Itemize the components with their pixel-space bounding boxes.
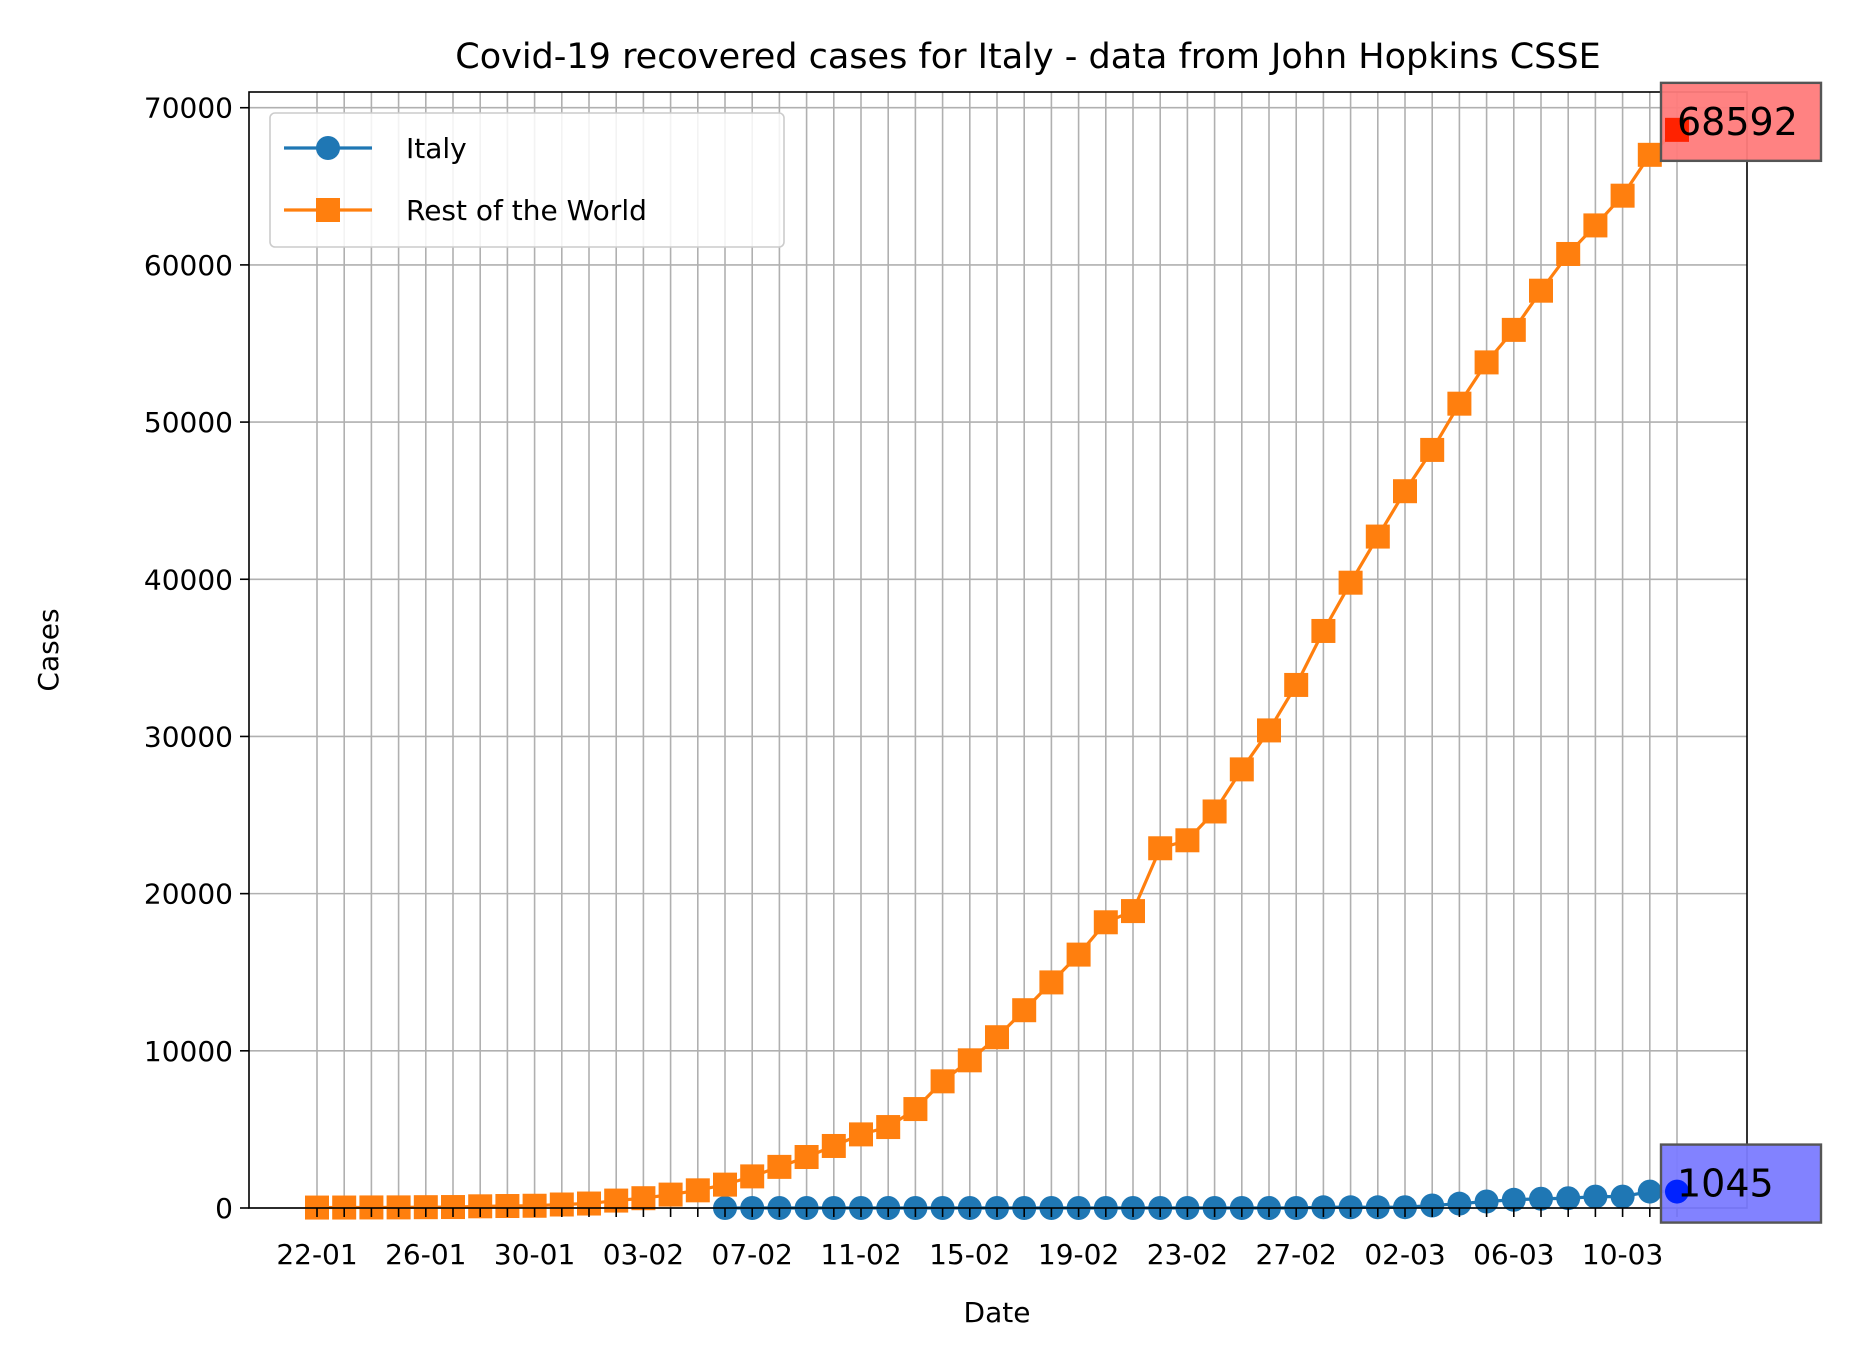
x-tick-label: 10-03 — [1582, 1238, 1663, 1271]
annotation-box — [1659, 1143, 1823, 1224]
data-point-rest-of-the-world — [1257, 718, 1281, 743]
data-point-rest-of-the-world — [713, 1172, 737, 1197]
y-tick-label: 30000 — [144, 720, 233, 753]
y-tick-label: 70000 — [144, 92, 233, 125]
data-point-italy — [1501, 1187, 1526, 1212]
data-point-rest-of-the-world — [1529, 278, 1553, 303]
data-point-rest-of-the-world — [1447, 391, 1472, 416]
data-point-rest-of-the-world — [1610, 183, 1635, 208]
data-point-rest-of-the-world — [1039, 970, 1064, 995]
data-point-italy — [1556, 1186, 1581, 1211]
data-point-rest-of-the-world — [1229, 757, 1254, 782]
legend-marker-rest-of-the-world — [316, 198, 340, 222]
data-point-rest-of-the-world — [1284, 672, 1309, 697]
data-point-rest-of-the-world — [631, 1186, 656, 1211]
x-tick-label: 02-03 — [1364, 1238, 1445, 1271]
y-tick-label: 50000 — [144, 406, 233, 439]
data-point-rest-of-the-world — [1202, 799, 1227, 824]
chart-title: Covid-19 recovered cases for Italy - dat… — [455, 37, 1600, 77]
legend: Italy Rest of the World — [269, 112, 785, 248]
annotation-point — [1665, 117, 1689, 142]
x-tick-label: 06-03 — [1473, 1238, 1554, 1271]
annotation-label: 1045 — [1677, 1162, 1774, 1206]
x-tick-label: 15-02 — [929, 1238, 1010, 1271]
x-tick-label: 27-02 — [1256, 1238, 1337, 1271]
data-point-rest-of-the-world — [903, 1097, 928, 1122]
data-point-rest-of-the-world — [985, 1025, 1009, 1050]
data-point-rest-of-the-world — [930, 1069, 955, 1094]
data-point-rest-of-the-world — [1121, 899, 1145, 924]
data-point-italy — [1637, 1179, 1662, 1204]
x-tick-label: 23-02 — [1147, 1238, 1228, 1271]
data-point-rest-of-the-world — [1583, 213, 1608, 238]
data-point-rest-of-the-world — [1393, 479, 1417, 504]
x-tick-label: 07-02 — [712, 1238, 793, 1271]
data-point-rest-of-the-world — [1637, 142, 1662, 167]
data-point-italy — [1420, 1193, 1445, 1218]
data-point-rest-of-the-world — [1311, 618, 1336, 643]
data-point-rest-of-the-world — [794, 1145, 819, 1170]
data-point-rest-of-the-world — [1338, 570, 1363, 595]
data-point-rest-of-the-world — [1093, 910, 1118, 935]
y-tick-label: 0 — [215, 1192, 233, 1225]
data-point-rest-of-the-world — [849, 1122, 873, 1147]
y-tick-label: 20000 — [144, 878, 233, 911]
axis-ticks: 22-01 26-01 30-01 03-02 07-02 11-02 15-02 19-02… — [144, 92, 1678, 1271]
data-point-rest-of-the-world — [1175, 828, 1200, 853]
x-tick-label: 22-01 — [276, 1238, 357, 1271]
data-point-rest-of-the-world — [1148, 836, 1173, 861]
data-point-rest-of-the-world — [1474, 350, 1499, 375]
x-tick-label: 26-01 — [385, 1238, 466, 1271]
data-point-italy — [1447, 1191, 1472, 1216]
legend-frame — [269, 112, 785, 248]
data-point-rest-of-the-world — [1501, 317, 1526, 342]
x-tick-label: 03-02 — [603, 1238, 684, 1271]
legend-marker-italy — [316, 136, 340, 160]
data-point-rest-of-the-world — [876, 1115, 901, 1140]
data-point-rest-of-the-world — [1365, 524, 1390, 549]
data-point-rest-of-the-world — [1012, 998, 1037, 1023]
x-tick-label: 30-01 — [494, 1238, 575, 1271]
data-point-rest-of-the-world — [685, 1178, 710, 1203]
x-tick-label: 19-02 — [1038, 1238, 1119, 1271]
annotation-label: 68592 — [1677, 100, 1798, 144]
data-point-rest-of-the-world — [1556, 241, 1581, 266]
plot-frame — [248, 91, 1748, 1209]
data-point-rest-of-the-world — [821, 1133, 846, 1158]
data-point-italy — [1583, 1184, 1608, 1209]
data-point-rest-of-the-world — [957, 1048, 982, 1073]
legend-label-italy: Italy — [406, 132, 467, 165]
x-tick-label: 11-02 — [820, 1238, 901, 1271]
y-tick-label: 40000 — [144, 563, 233, 596]
legend-label-rest-of-the-world: Rest of the World — [406, 194, 647, 227]
data-point-rest-of-the-world — [1066, 942, 1091, 967]
grid-lines — [249, 92, 1747, 1209]
data-point-italy — [1529, 1186, 1553, 1211]
data-point-rest-of-the-world — [767, 1154, 792, 1179]
x-axis-label: Date — [964, 1296, 1031, 1329]
y-axis-label: Cases — [32, 608, 65, 691]
data-point-rest-of-the-world — [1420, 437, 1445, 462]
y-tick-label: 10000 — [144, 1035, 233, 1068]
annotations: 68592 1045 — [1659, 81, 1823, 1224]
data-point-italy — [1610, 1184, 1635, 1209]
annotation-point — [1665, 1179, 1689, 1204]
data-point-rest-of-the-world — [658, 1182, 683, 1207]
y-tick-label: 60000 — [144, 249, 233, 282]
data-point-rest-of-the-world — [740, 1164, 765, 1189]
